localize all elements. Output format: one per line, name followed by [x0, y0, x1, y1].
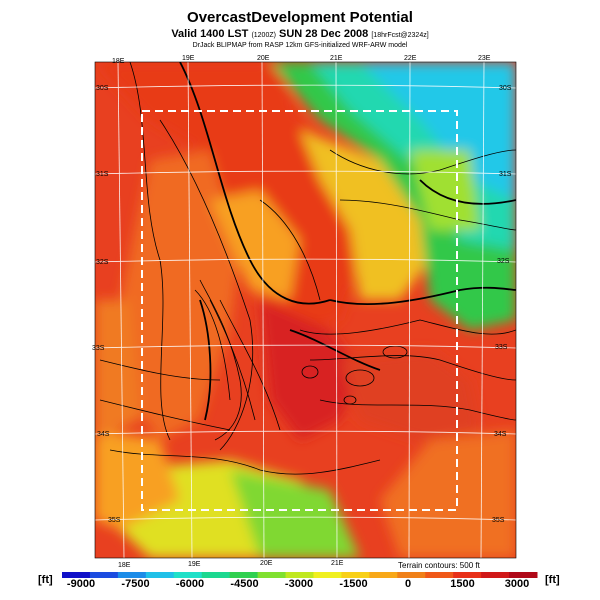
- valid-time: Valid 1400 LST (1200Z) SUN 28 Dec 2008 […: [0, 28, 600, 40]
- inner-domain-box: [141, 110, 458, 511]
- lat-label-left: 30S: [96, 85, 109, 92]
- valid-main: Valid 1400 LST: [171, 28, 249, 40]
- lat-label-left: 31S: [96, 171, 109, 178]
- colorbar-swatch: [117, 572, 147, 578]
- colorbar-tick-label: 0: [404, 578, 412, 590]
- lon-label-top: 19E: [182, 55, 195, 62]
- lat-label-right: 33S: [495, 344, 508, 351]
- valid-date: SUN 28 Dec 2008: [279, 28, 369, 40]
- lon-label-bottom: 21E: [331, 560, 344, 567]
- colorbar-swatch: [425, 572, 454, 578]
- lat-label-left: 34S: [97, 431, 110, 438]
- colorbar-tick-label: -1500: [339, 578, 368, 590]
- lat-label-right: 31S: [499, 171, 512, 178]
- lat-label-right: 32S: [497, 258, 510, 265]
- thick-contours: [179, 62, 516, 421]
- valid-utc: (1200Z): [251, 32, 276, 39]
- map-frame: [94, 61, 517, 559]
- colorbar-swatch: [313, 572, 342, 578]
- lon-label-top: 21E: [330, 55, 343, 62]
- model-credit: DrJack BLIPMAP from RASP 12km GFS-initia…: [192, 42, 408, 49]
- colorbar-swatch: [481, 572, 510, 578]
- lat-label-right: 30S: [499, 85, 512, 92]
- colorbar-swatch: [369, 572, 398, 578]
- lon-label-top: 23E: [478, 55, 491, 62]
- lat-label-left: 35S: [108, 517, 121, 524]
- colorbar: [62, 572, 538, 578]
- colorbar-swatch: [145, 572, 175, 578]
- map-field: [95, 62, 516, 558]
- colorbar-swatch: [341, 572, 370, 578]
- lat-label-left: 33S: [92, 345, 105, 352]
- colorbar-swatch: [201, 572, 231, 578]
- colorbar-swatch: [89, 572, 119, 578]
- colorbar-tick-label: -4500: [230, 578, 259, 590]
- lat-lon-grid: [95, 62, 516, 558]
- colorbar-swatch: [173, 572, 203, 578]
- colorbar-tick-label: 1500: [450, 578, 475, 590]
- lon-label-top: 22E: [404, 55, 417, 62]
- colorbar-swatch: [509, 572, 538, 578]
- colorbar-tick-label: 3000: [504, 578, 530, 590]
- colorbar-swatch: [62, 572, 91, 578]
- map-title: OvercastDevelopment Potential: [187, 9, 413, 26]
- terrain-contours-note: Terrain contours: 500 ft: [398, 561, 480, 570]
- colorbar-swatch: [285, 572, 314, 578]
- valid-hours: [18hrFcst@2324z]: [371, 32, 429, 39]
- colorbar-unit-left: [ft]: [38, 574, 53, 586]
- lon-label-bottom: 19E: [188, 561, 201, 568]
- lon-label-bottom: 20E: [260, 560, 273, 567]
- colorbar-unit-right: [ft]: [545, 574, 560, 586]
- colorbar-tick-label: -7500: [121, 578, 150, 590]
- colorbar-tick-label: -9000: [66, 578, 96, 590]
- lat-label-right: 35S: [492, 517, 505, 524]
- colorbar-swatch: [397, 572, 426, 578]
- colorbar-swatch: [453, 572, 482, 578]
- colorbar-tick-label: -3000: [284, 578, 314, 590]
- lon-label-top: 18E: [112, 58, 125, 65]
- lon-label-top: 20E: [257, 55, 270, 62]
- colorbar-swatch: [257, 572, 287, 578]
- colorbar-swatch: [229, 572, 259, 578]
- lon-label-bottom: 18E: [118, 562, 131, 569]
- lat-label-right: 34S: [494, 431, 507, 438]
- lat-label-left: 32S: [96, 259, 109, 266]
- colorbar-tick-label: -6000: [175, 578, 205, 590]
